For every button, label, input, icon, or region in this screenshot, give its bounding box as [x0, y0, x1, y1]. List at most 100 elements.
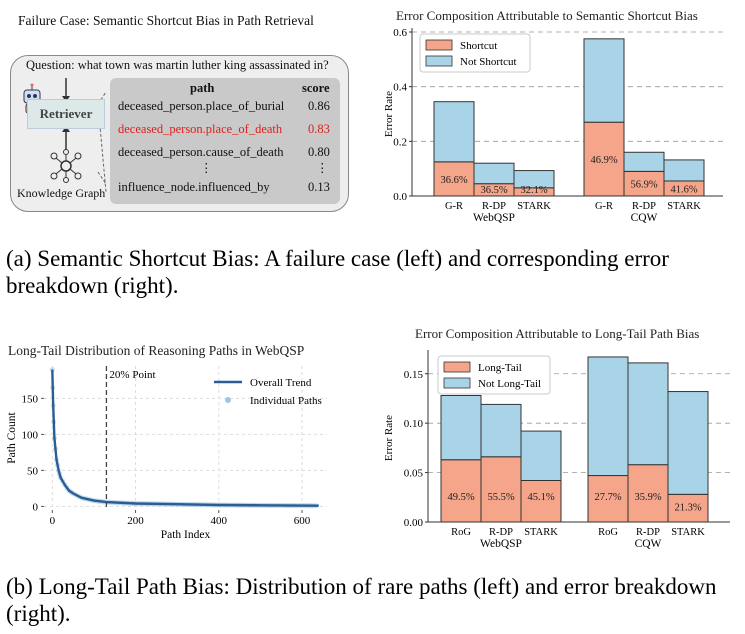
table-header-score: score: [302, 81, 330, 95]
chart1-title: Error Composition Attributable to Semant…: [396, 8, 698, 23]
table-row-score: 0.80: [308, 145, 330, 159]
y-axis-label: Error Rate: [383, 91, 395, 137]
x-tick-label: RoG: [598, 527, 618, 538]
chart3-title: Error Composition Attributable to Long-T…: [415, 326, 700, 341]
x-tick-label: R-DP: [489, 527, 513, 538]
annotation-label: 20% Point: [109, 369, 155, 381]
legend-label: Individual Paths: [250, 395, 322, 407]
caption-b: (b) Long-Tail Path Bias: Distribution of…: [6, 574, 717, 626]
y-tick-label: 0.4: [393, 82, 407, 94]
y-tick-label: 150: [22, 393, 39, 405]
x-tick-label: STARK: [524, 527, 558, 538]
x-axis-label: Path Index: [161, 529, 211, 541]
question-text: Question: what town was martin luther ki…: [26, 58, 329, 72]
table-row-path: influence_node.influenced_by: [118, 180, 270, 194]
data-label: 32.1%: [520, 185, 547, 196]
bar-segment-long-tail: [520, 479, 562, 523]
table-row-path: deceased_person.place_of_burial: [118, 99, 285, 113]
data-label: 49.5%: [447, 492, 474, 503]
group-label: WebQSP: [473, 212, 515, 224]
x-tick-label: 600: [294, 515, 311, 527]
knowledge-graph-icon: [50, 149, 82, 183]
bar-segment-long-tail: [440, 459, 482, 523]
x-tick-label: STARK: [671, 527, 705, 538]
x-tick-label: 400: [211, 515, 228, 527]
table-header-path: path: [190, 81, 215, 95]
legend-label: Not Shortcut: [460, 56, 517, 68]
y-tick-label: 0.6: [393, 27, 407, 39]
data-label: 45.1%: [527, 492, 554, 503]
data-label: 41.6%: [670, 184, 697, 195]
retriever-box: Retriever: [27, 99, 105, 129]
chart1-semantic-shortcut: 0.0 0.2 0.4 0.6 Error Rate 36.6% G-R 36.5% R-DP 3…: [383, 27, 723, 224]
data-label: 35.9%: [634, 492, 661, 503]
y-tick-label: 50: [27, 465, 39, 477]
bar-segment-not-shortcut: [663, 159, 705, 182]
legend-label: Not Long-Tail: [478, 378, 541, 390]
data-label: 46.9%: [590, 155, 617, 166]
legend-label: Overall Trend: [250, 377, 312, 389]
bar-segment-shortcut: [433, 161, 475, 197]
legend-swatch: [425, 55, 453, 67]
knowledge-graph-label: Knowledge Graph: [17, 186, 106, 200]
data-label: 36.6%: [440, 175, 467, 186]
bar-segment-long-tail: [480, 456, 522, 523]
bar-segment-not-shortcut: [433, 101, 475, 163]
x-tick-label: RoG: [451, 527, 471, 538]
legend-label: Shortcut: [460, 40, 497, 52]
group-label: CQW: [635, 538, 662, 550]
x-tick-label: 0: [50, 515, 56, 527]
table-row-path: deceased_person.cause_of_death: [118, 145, 284, 159]
bar-segment-not-shortcut: [623, 151, 665, 172]
y-tick-label: 0.2: [393, 136, 407, 148]
table-row-ellipsis: ⋮: [200, 161, 213, 175]
bar-segment-not-long_tail: [480, 403, 522, 458]
series-line-overall-trend: [51, 369, 319, 507]
x-tick-label: STARK: [667, 201, 701, 212]
x-tick-label: STARK: [517, 201, 551, 212]
y-axis-label: Path Count: [6, 411, 18, 463]
x-tick-label: R-DP: [632, 201, 656, 212]
data-label: 56.9%: [630, 180, 657, 191]
bar-segment-not-shortcut: [513, 170, 555, 189]
legend-label: Long-Tail: [478, 362, 522, 374]
data-label: 36.5%: [480, 185, 507, 196]
legend-swatch: [443, 361, 471, 373]
table-row-ellipsis: ⋮: [316, 161, 329, 175]
chart3-long-tail-bias: 0.00 0.05 0.10 0.15 Error Rate 49.5% RoG 55.5% R…: [383, 350, 730, 550]
data-label: 27.7%: [594, 492, 621, 503]
y-tick-label: 0.10: [404, 418, 424, 430]
path-score-table: [110, 78, 340, 204]
bar-segment-not-long_tail: [440, 395, 482, 461]
x-tick-label: R-DP: [482, 201, 506, 212]
group-label: CQW: [631, 212, 658, 224]
table-row-score-highlight: 0.83: [308, 122, 330, 136]
legend-swatch: [225, 397, 231, 403]
data-label: 55.5%: [487, 492, 514, 503]
x-tick-label: R-DP: [636, 527, 660, 538]
bar-segment-not-shortcut: [473, 162, 515, 185]
y-tick-label: 100: [22, 429, 39, 441]
bar-segment-long-tail: [627, 464, 669, 523]
chart2-long-tail: 0 50 100 150 0 200 400 600 Path Index Path Count 2…: [6, 366, 327, 541]
bar-segment-not-long_tail: [520, 430, 562, 481]
y-axis-label: Error Rate: [383, 415, 395, 461]
x-tick-label: G-R: [445, 201, 463, 212]
y-tick-label: 0.05: [404, 468, 424, 480]
x-tick-label: G-R: [595, 201, 613, 212]
group-label: WebQSP: [480, 538, 522, 550]
y-tick-label: 0.00: [404, 517, 424, 529]
bar-segment-not-long_tail: [627, 362, 669, 466]
caption-a: (a) Semantic Shortcut Bias: A failure ca…: [6, 246, 669, 298]
bar-segment-not-long_tail: [667, 391, 709, 495]
case-title: Failure Case: Semantic Shortcut Bias in …: [18, 13, 314, 28]
bar-segment-shortcut: [583, 121, 625, 197]
table-row-score: 0.13: [308, 180, 330, 194]
table-row-path-highlight: deceased_person.place_of_death: [118, 122, 283, 136]
data-label: 21.3%: [674, 502, 701, 513]
y-tick-label: 0: [33, 501, 39, 513]
x-tick-label: 200: [127, 515, 144, 527]
table-row-score: 0.86: [308, 99, 330, 113]
y-tick-label: 0.15: [404, 369, 424, 381]
legend-swatch: [443, 377, 471, 389]
